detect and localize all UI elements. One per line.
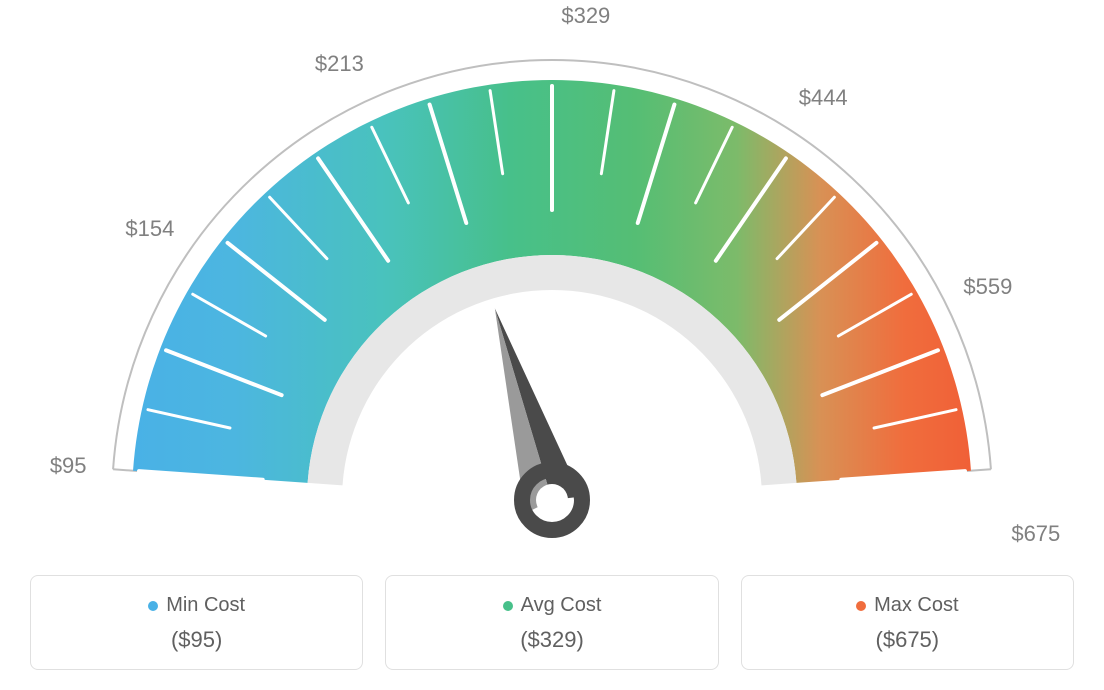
legend-dot-avg [503,601,513,611]
legend-box-avg: Avg Cost ($329) [385,575,718,670]
legend-title-min: Min Cost [148,594,245,617]
legend-label-min: Min Cost [166,594,245,617]
gauge-tick-label: $444 [799,85,848,111]
legend-row: Min Cost ($95) Avg Cost ($329) Max Cost … [30,575,1074,670]
legend-value-min: ($95) [41,627,352,653]
gauge-tick-label: $154 [125,216,174,242]
gauge-tick-label: $329 [561,3,610,29]
legend-dot-min [148,601,158,611]
cost-gauge-widget: $95 $154 $213 $329 $444 $559 $675 Min Cost ($9… [0,0,1104,690]
gauge-chart: $95 $154 $213 $329 $444 $559 $675 [0,0,1104,560]
legend-value-max: ($675) [752,627,1063,653]
gauge-tick-label: $675 [1011,521,1060,547]
legend-dot-max [856,601,866,611]
legend-value-avg: ($329) [396,627,707,653]
legend-label-max: Max Cost [874,594,958,617]
gauge-tick-label: $559 [963,274,1012,300]
gauge-svg [0,0,1104,560]
legend-title-avg: Avg Cost [503,594,602,617]
legend-box-min: Min Cost ($95) [30,575,363,670]
legend-box-max: Max Cost ($675) [741,575,1074,670]
legend-title-max: Max Cost [856,594,958,617]
legend-label-avg: Avg Cost [521,594,602,617]
gauge-tick-label: $95 [50,453,87,479]
gauge-tick-label: $213 [315,51,364,77]
